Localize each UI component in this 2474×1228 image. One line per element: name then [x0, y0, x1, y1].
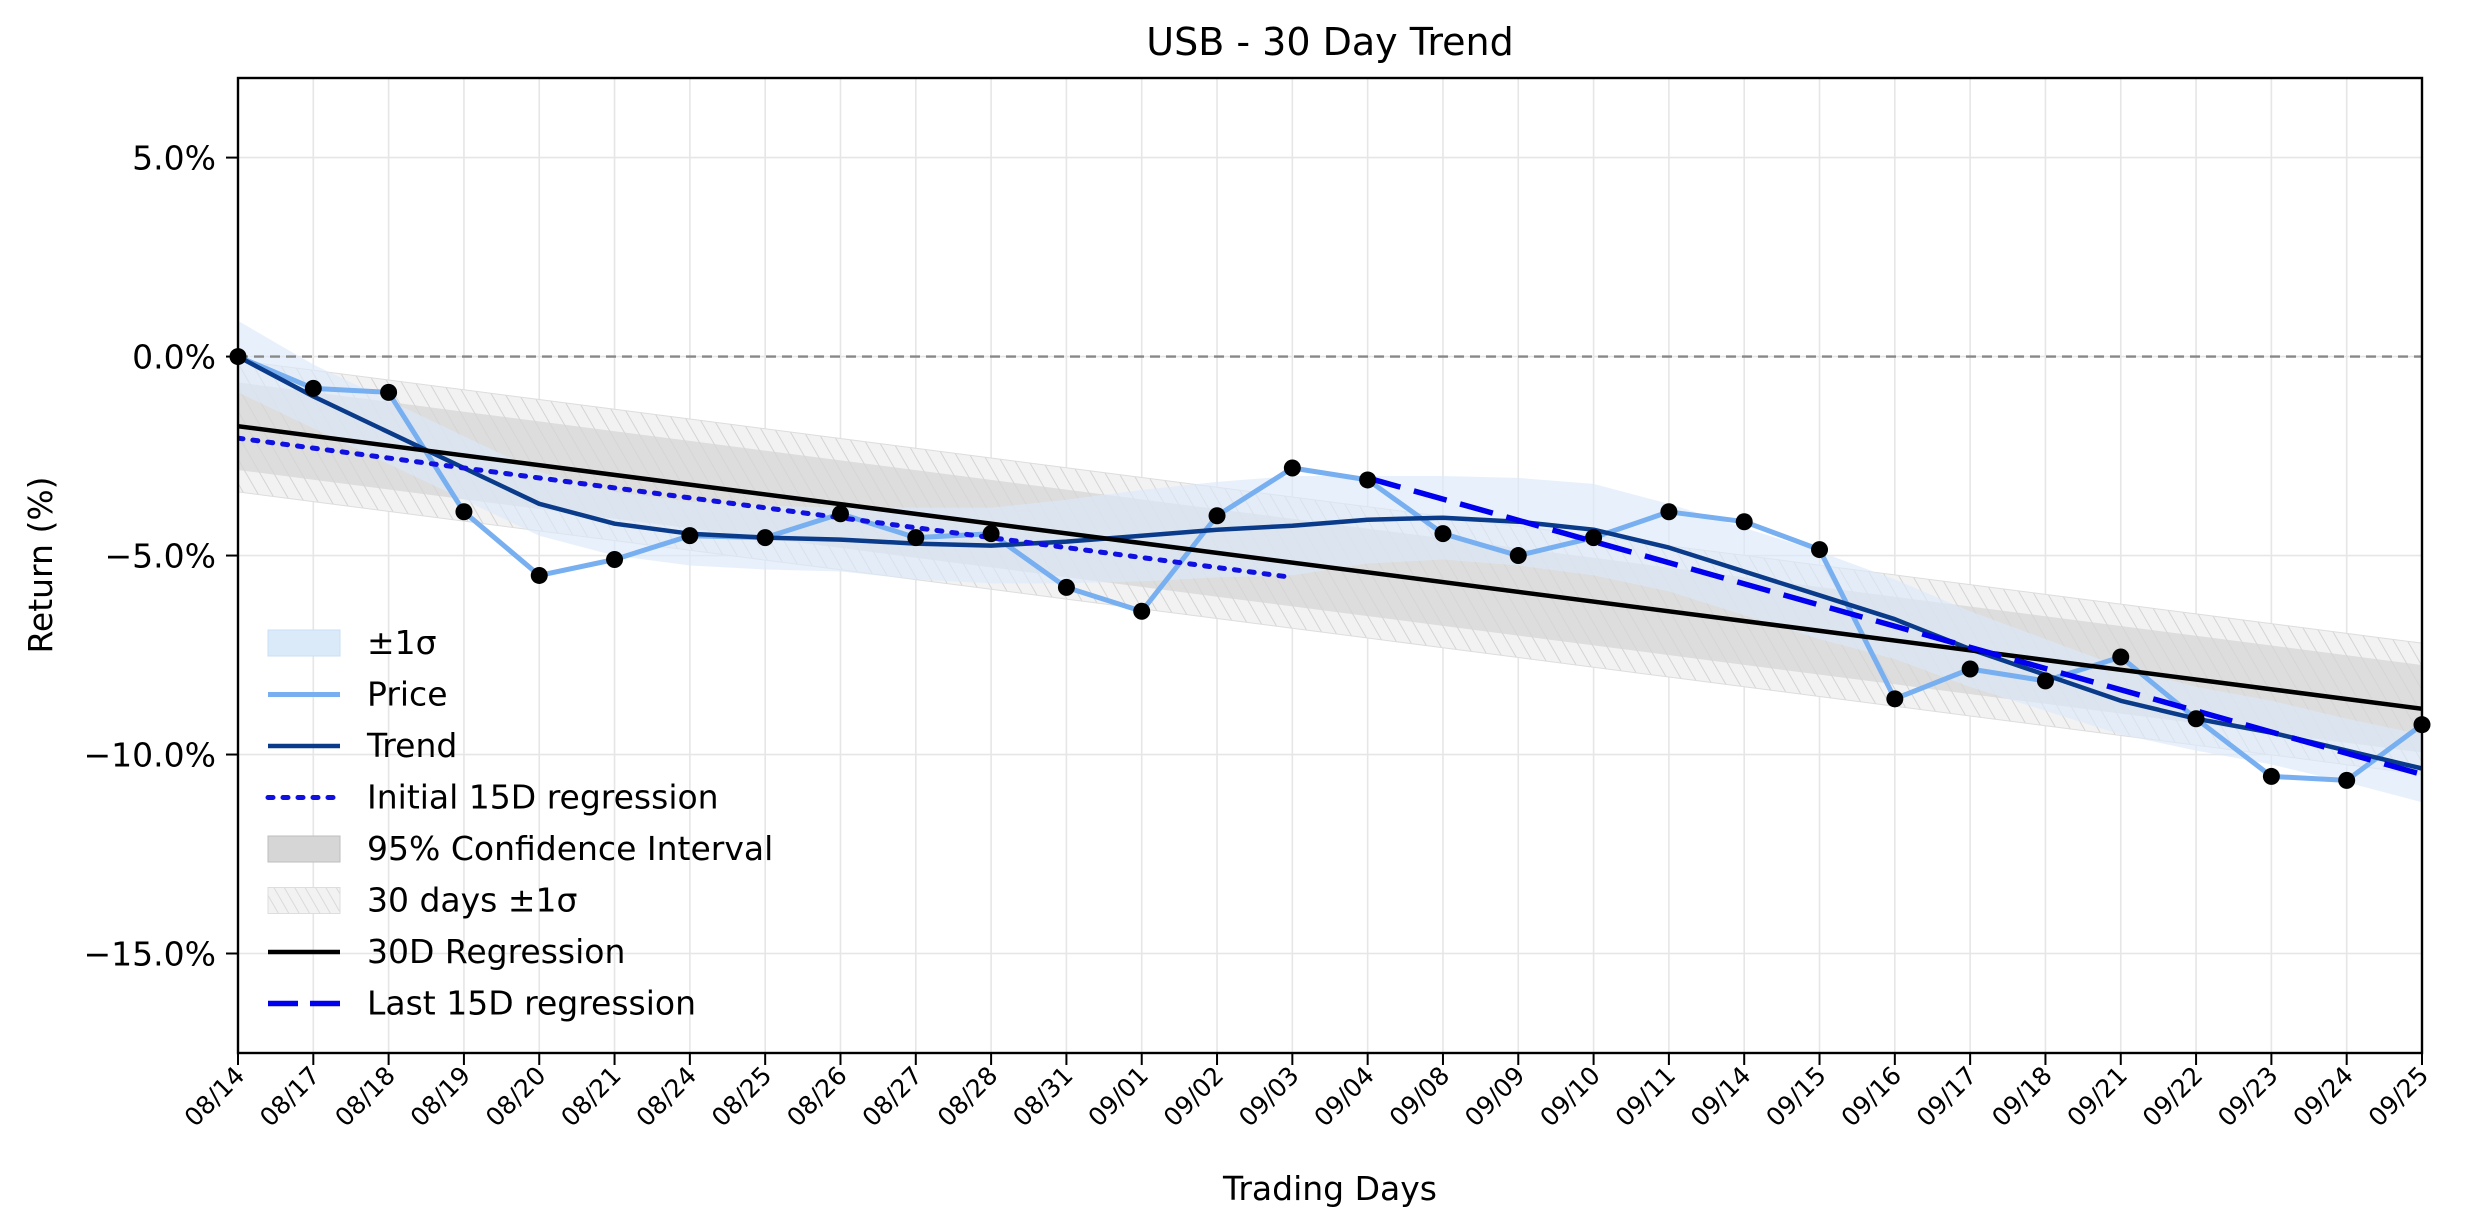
x-tick-label: 09/18 [1986, 1061, 2057, 1132]
x-tick-label: 09/11 [1610, 1061, 1681, 1132]
price-point [982, 525, 1000, 543]
legend-label: Last 15D regression [367, 984, 696, 1023]
x-tick-label: 09/02 [1158, 1061, 1229, 1132]
legend-item-trend: Trend [268, 726, 457, 765]
legend-item-sigma: ±1σ [267, 623, 437, 662]
legend-label: 30D Regression [367, 932, 625, 971]
x-tick-label: 08/24 [631, 1061, 702, 1132]
regression-30d-line [238, 423, 2422, 711]
price-point [1133, 602, 1151, 620]
x-tick-label: 08/25 [706, 1061, 777, 1132]
price-point [907, 529, 925, 547]
price-point [1811, 541, 1829, 559]
price-point [455, 503, 473, 521]
price-point [2036, 672, 2054, 690]
series-lines [238, 354, 2422, 783]
x-axis-ticks: 08/14 08/17 08/18 08/19 08/20 08/21 08/24 08/25… [179, 1053, 2434, 1132]
sigma-band [238, 320, 2422, 803]
y-tick-label: 5.0% [132, 139, 216, 178]
initial-15d-regression-line [238, 435, 1295, 580]
x-axis-label: Trading Days [1222, 1169, 1437, 1208]
legend: ±1σ Price Trend Initial 15D regression 95% C… [265, 623, 773, 1023]
x-tick-label: 08/31 [1007, 1061, 1078, 1132]
price-point [380, 383, 398, 401]
legend-item-last: Last 15D regression [268, 984, 696, 1023]
x-tick-label: 08/28 [932, 1061, 1003, 1132]
y-tick-label: −10.0% [84, 736, 216, 775]
price-point [530, 566, 548, 584]
x-tick-label: 09/15 [1760, 1061, 1831, 1132]
bands [238, 320, 2422, 803]
y-tick-label: −5.0% [105, 537, 217, 576]
x-tick-label: 09/16 [1836, 1061, 1907, 1132]
x-tick-label: 09/09 [1459, 1061, 1530, 1132]
legend-item-sigma30: 30 days ±1σ [267, 881, 577, 920]
price-point [1961, 660, 1979, 678]
price-point [2112, 648, 2130, 666]
price-point [606, 551, 624, 569]
price-point [1359, 471, 1377, 489]
x-tick-label: 09/03 [1233, 1061, 1304, 1132]
legend-label: 30 days ±1σ [367, 881, 577, 920]
legend-label: ±1σ [367, 623, 437, 662]
legend-label: Trend [366, 726, 457, 765]
x-tick-label: 09/14 [1685, 1061, 1756, 1132]
x-tick-label: 08/26 [781, 1061, 852, 1132]
price-point [1660, 503, 1678, 521]
x-tick-label: 09/17 [1911, 1061, 1982, 1132]
y-tick-label: −15.0% [84, 935, 216, 974]
x-tick-label: 09/01 [1083, 1061, 1154, 1132]
y-axis-label: Return (%) [21, 476, 60, 653]
chart-title: USB - 30 Day Trend [1146, 20, 1513, 64]
price-point [2187, 710, 2205, 728]
x-tick-label: 08/27 [857, 1061, 928, 1132]
legend-label: Price [367, 675, 448, 714]
plot-frame [236, 76, 2424, 1055]
x-tick-label: 08/20 [480, 1061, 551, 1132]
price-points [229, 348, 2431, 789]
price-point [1057, 578, 1075, 596]
x-tick-label: 08/18 [329, 1061, 400, 1132]
price-point [2338, 771, 2356, 789]
x-tick-label: 09/24 [2287, 1061, 2358, 1132]
price-point [1283, 459, 1301, 477]
x-tick-label: 09/10 [1534, 1061, 1605, 1132]
x-tick-label: 08/21 [555, 1061, 626, 1132]
legend-item-initial: Initial 15D regression [265, 778, 719, 817]
price-point [2262, 767, 2280, 785]
x-tick-label: 08/19 [405, 1061, 476, 1132]
price-point [831, 505, 849, 523]
x-tick-label: 08/17 [254, 1061, 325, 1132]
legend-label: 95% Confidence Interval [367, 829, 773, 868]
legend-label: Initial 15D regression [367, 778, 719, 817]
x-tick-label: 08/14 [179, 1061, 250, 1132]
price-point [1509, 547, 1527, 565]
price-point [1208, 507, 1226, 525]
price-point [304, 379, 322, 397]
legend-item-ci: 95% Confidence Interval [267, 829, 773, 868]
legend-swatch-sigma [267, 629, 341, 657]
trend-line [238, 354, 2422, 771]
price-point [756, 529, 774, 547]
price-point [1886, 690, 1904, 708]
y-tick-label: 0.0% [132, 338, 216, 377]
x-tick-label: 09/08 [1384, 1061, 1455, 1132]
legend-item-price: Price [268, 675, 448, 714]
price-point [1735, 513, 1753, 531]
price-point [1585, 529, 1603, 547]
x-tick-label: 09/23 [2212, 1061, 2283, 1132]
price-point [681, 527, 699, 545]
last-15d-regression-line [1366, 475, 2422, 778]
x-tick-label: 09/22 [2137, 1061, 2208, 1132]
x-tick-label: 09/21 [2062, 1061, 2133, 1132]
price-point [1434, 525, 1452, 543]
legend-swatch-ci [267, 835, 341, 863]
y-axis-ticks: 5.0% 0.0% −5.0% −10.0% −15.0% [84, 139, 238, 974]
x-tick-label: 09/04 [1308, 1061, 1379, 1132]
legend-swatch-sigma30 [267, 887, 341, 914]
x-tick-label: 09/25 [2363, 1061, 2434, 1132]
legend-item-reg30: 30D Regression [268, 932, 625, 971]
